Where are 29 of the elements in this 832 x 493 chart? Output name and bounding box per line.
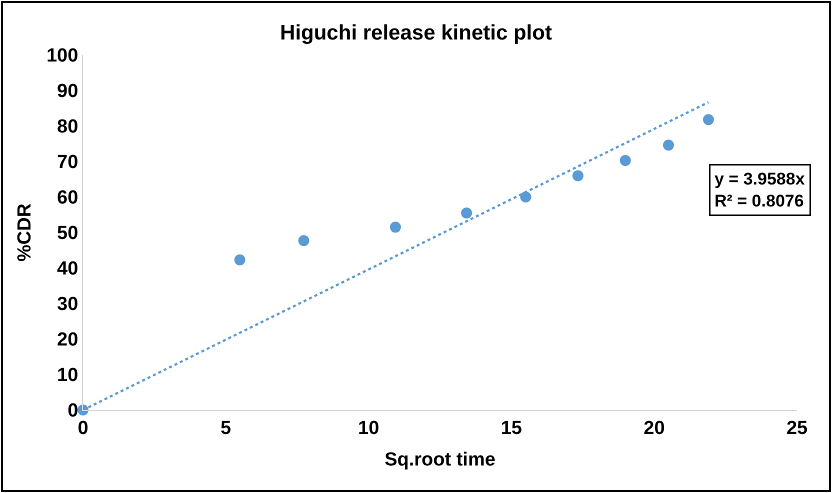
- y-tick-label: 0: [68, 400, 78, 422]
- x-tick-label: 15: [500, 418, 522, 439]
- annotation: y = 3.9588x R² = 0.8076: [714, 170, 806, 211]
- y-tick-label: 20: [57, 330, 78, 351]
- x-tick-label: 25: [786, 418, 808, 439]
- y-tick-label: 60: [57, 188, 78, 209]
- x-axis-title: Sq.root time: [384, 450, 496, 471]
- chart-title: Higuchi release kinetic plot: [280, 22, 552, 45]
- point: [234, 254, 246, 266]
- point: [662, 140, 674, 151]
- point: [390, 222, 401, 233]
- y-tick-label: 100: [46, 46, 78, 67]
- point: [461, 207, 472, 218]
- x-tick-label: 20: [644, 418, 665, 439]
- y-tick-label: 80: [57, 116, 78, 138]
- point: [298, 235, 310, 246]
- point: [620, 154, 631, 166]
- y-tick-label: 10: [57, 365, 78, 386]
- x-tick-label: 5: [220, 418, 232, 439]
- y-axis-title: %CDR: [14, 203, 36, 262]
- point: [520, 192, 532, 202]
- y-tick-label: 30: [57, 294, 78, 316]
- point: [572, 170, 584, 182]
- y-tick-label: 50: [57, 223, 78, 244]
- x-tick-label: 10: [358, 418, 380, 439]
- point: [702, 114, 714, 126]
- y-tick-label: 40: [57, 258, 78, 280]
- y-tick-label: 90: [57, 81, 78, 102]
- y-tick-label: 70: [57, 152, 78, 174]
